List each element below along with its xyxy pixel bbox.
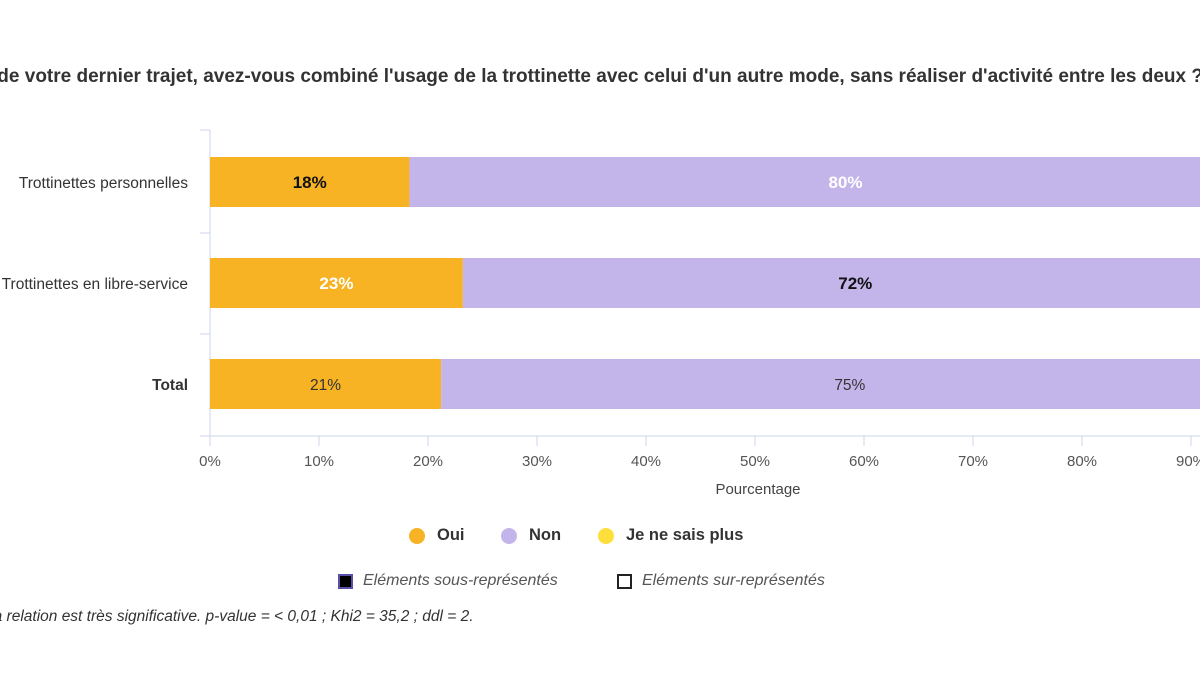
legend-label-je-ne-sais-plus: Je ne sais plus	[626, 526, 744, 544]
x-tick-label: 80%	[1067, 453, 1097, 470]
x-tick-label: 60%	[849, 453, 879, 470]
data-label-non-0: 80%	[828, 173, 862, 192]
chart-title: Lors de votre dernier trajet, avez-vous …	[0, 66, 1200, 94]
x-tick-label: 10%	[304, 453, 334, 470]
legend-dot-non	[501, 527, 517, 544]
over-represented-label: Eléments sur-représentés	[642, 572, 825, 589]
over-represented-key: Eléments sur-représentés	[617, 572, 825, 590]
category-label-1: Trottinettes en libre-service	[2, 276, 188, 293]
legend-item-non[interactable]: Non	[501, 526, 561, 545]
bar-non-0	[409, 157, 1200, 207]
chart-title-text: Lors de votre dernier trajet, avez-vous …	[0, 66, 1200, 87]
legend-item-je-ne-sais-plus[interactable]: Je ne sais plus	[598, 526, 743, 545]
x-tick-label: 70%	[958, 453, 988, 470]
footnote: La relation est très significative. p-va…	[0, 608, 1200, 630]
data-label-oui-2: 21%	[310, 377, 341, 394]
bar-oui-0	[210, 157, 410, 207]
x-tick-label: 50%	[740, 453, 770, 470]
legend-label-non: Non	[529, 526, 562, 544]
category-label-0: Trottinettes personnelles	[19, 175, 188, 192]
x-axis-title: Pourcentage	[715, 481, 800, 498]
legend-dot-je-ne-sais-plus	[598, 527, 614, 544]
legend-dot-oui	[409, 527, 425, 544]
data-label-non-1: 72%	[838, 274, 872, 293]
over-represented-swatch	[617, 573, 632, 589]
under-represented-key: Eléments sous-représentés	[338, 572, 558, 590]
x-tick-label: 0%	[199, 453, 221, 470]
bar-oui-1	[210, 258, 463, 308]
bar-oui-2	[210, 359, 442, 409]
x-tick-label: 40%	[631, 453, 661, 470]
x-tick-label: 20%	[413, 453, 443, 470]
x-axis-ticks: 0%10%20%30%40%50%60%70%80%90%100%	[199, 436, 1200, 470]
legend-label-oui: Oui	[437, 526, 465, 544]
under-represented-label: Eléments sous-représentés	[363, 572, 558, 589]
x-tick-label: 30%	[522, 453, 552, 470]
category-label-2: Total	[152, 377, 188, 394]
data-label-non-2: 75%	[834, 377, 865, 394]
under-represented-swatch	[338, 573, 353, 589]
footnote-text: La relation est très significative. p-va…	[0, 608, 474, 625]
legend: Oui Non Je ne sais plus	[0, 522, 1200, 552]
bar-non-2	[441, 359, 1200, 409]
chart-bars: 18% 80% 23% 72% 21% 75%	[210, 157, 1200, 409]
data-label-oui-1: 23%	[319, 274, 353, 293]
category-labels: Trottinettes personnelles Trottinettes en…	[2, 175, 189, 394]
data-label-oui-0: 18%	[293, 173, 327, 192]
x-tick-label: 90%	[1176, 453, 1200, 470]
stacked-bar-chart: 18% 80% 23% 72% 21% 75% Trottinettes personne…	[2, 129, 1200, 498]
bar-non-1	[462, 258, 1200, 308]
legend-item-oui[interactable]: Oui	[409, 526, 465, 545]
